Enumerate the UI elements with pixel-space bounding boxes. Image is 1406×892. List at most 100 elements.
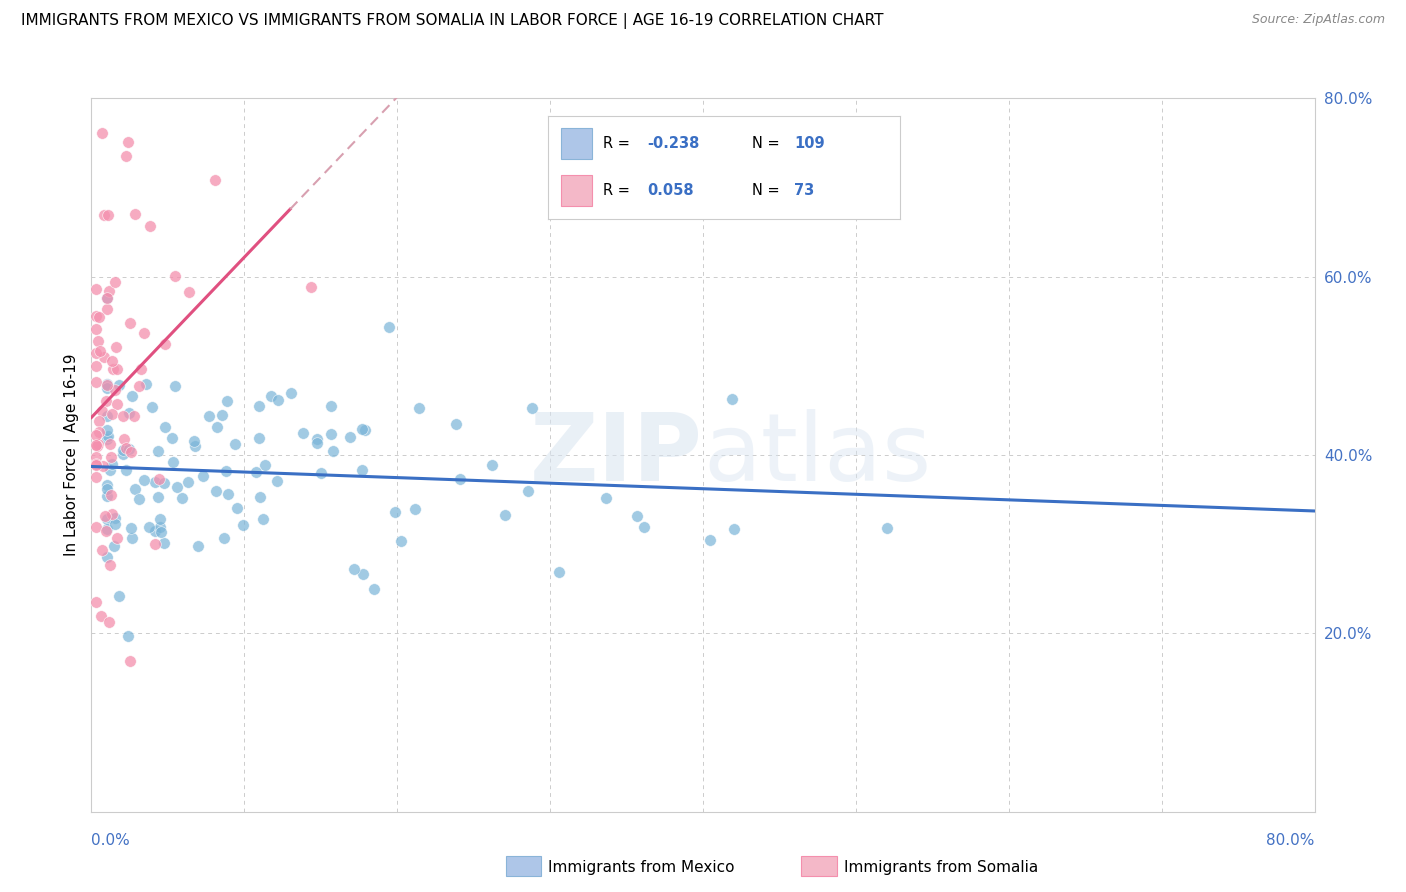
Point	[252, 512, 274, 526]
Point	[97, 285, 120, 299]
Point	[101, 407, 124, 421]
Point	[86, 439, 108, 453]
Text: 0.058: 0.058	[647, 184, 693, 198]
Point	[84, 470, 107, 484]
Point	[224, 437, 246, 451]
Point	[247, 399, 270, 413]
Point	[87, 334, 110, 348]
Point	[152, 536, 174, 550]
Point	[205, 483, 228, 498]
Point	[404, 502, 426, 516]
Point	[350, 422, 373, 436]
Point	[97, 615, 120, 629]
Point	[96, 381, 118, 395]
Point	[166, 479, 188, 493]
Point	[84, 346, 107, 360]
Point	[117, 629, 139, 643]
Point	[280, 386, 302, 401]
Point	[259, 389, 281, 403]
Point	[212, 531, 235, 545]
Point	[215, 464, 238, 478]
Point	[633, 520, 655, 534]
Point	[129, 362, 152, 376]
Point	[100, 488, 122, 502]
Point	[721, 392, 744, 406]
Point	[124, 482, 146, 496]
Point	[217, 487, 239, 501]
Point	[204, 172, 226, 186]
Point	[89, 414, 111, 428]
Point	[98, 558, 121, 573]
Point	[96, 376, 118, 391]
Point	[132, 473, 155, 487]
Point	[121, 531, 143, 545]
Point	[143, 524, 166, 538]
Point	[97, 429, 120, 443]
Text: N =: N =	[752, 136, 785, 151]
Point	[84, 450, 107, 464]
Point	[117, 442, 139, 456]
Point	[446, 417, 468, 431]
Point	[90, 403, 112, 417]
Point	[143, 475, 166, 490]
Point	[211, 408, 233, 422]
Point	[699, 533, 721, 548]
Point	[352, 567, 374, 582]
Point	[84, 322, 107, 336]
Point	[84, 457, 107, 471]
Point	[120, 445, 142, 459]
Point	[87, 425, 110, 439]
Point	[101, 507, 124, 521]
Point	[115, 441, 138, 455]
Point	[205, 420, 228, 434]
Text: 0.0%: 0.0%	[91, 833, 131, 848]
Point	[104, 516, 127, 531]
Text: R =: R =	[603, 184, 634, 198]
Point	[104, 511, 127, 525]
Point	[94, 524, 117, 539]
Text: R =: R =	[603, 136, 634, 151]
Text: Immigrants from Mexico: Immigrants from Mexico	[548, 860, 735, 874]
Point	[84, 375, 107, 389]
Point	[98, 437, 121, 451]
Point	[520, 401, 543, 415]
Point	[449, 472, 471, 486]
Point	[146, 444, 169, 458]
Point	[96, 478, 118, 492]
Point	[111, 447, 134, 461]
Point	[391, 533, 413, 548]
Point	[548, 565, 571, 579]
Point	[96, 489, 118, 503]
Point	[266, 475, 288, 489]
Point	[105, 341, 128, 355]
Point	[626, 509, 648, 524]
Point	[96, 549, 118, 564]
Point	[96, 483, 118, 497]
Point	[141, 400, 163, 414]
Point	[111, 409, 134, 424]
Text: 73: 73	[794, 184, 814, 198]
Point	[96, 424, 118, 438]
Point	[408, 401, 430, 415]
Bar	[561, 128, 592, 159]
Point	[84, 438, 107, 452]
Point	[112, 432, 135, 446]
Point	[343, 562, 366, 576]
Point	[153, 336, 176, 351]
Y-axis label: In Labor Force | Age 16-19: In Labor Force | Age 16-19	[65, 353, 80, 557]
Point	[114, 149, 136, 163]
Point	[309, 466, 332, 480]
Point	[96, 433, 118, 447]
Point	[135, 55, 157, 70]
Point	[105, 397, 128, 411]
Point	[84, 520, 107, 534]
Point	[93, 208, 115, 222]
Point	[96, 301, 118, 316]
Point	[319, 399, 342, 413]
Point	[217, 393, 239, 408]
Point	[134, 326, 156, 341]
Point	[97, 208, 120, 222]
Point	[245, 465, 267, 479]
Point	[165, 378, 187, 392]
Point	[84, 428, 107, 442]
